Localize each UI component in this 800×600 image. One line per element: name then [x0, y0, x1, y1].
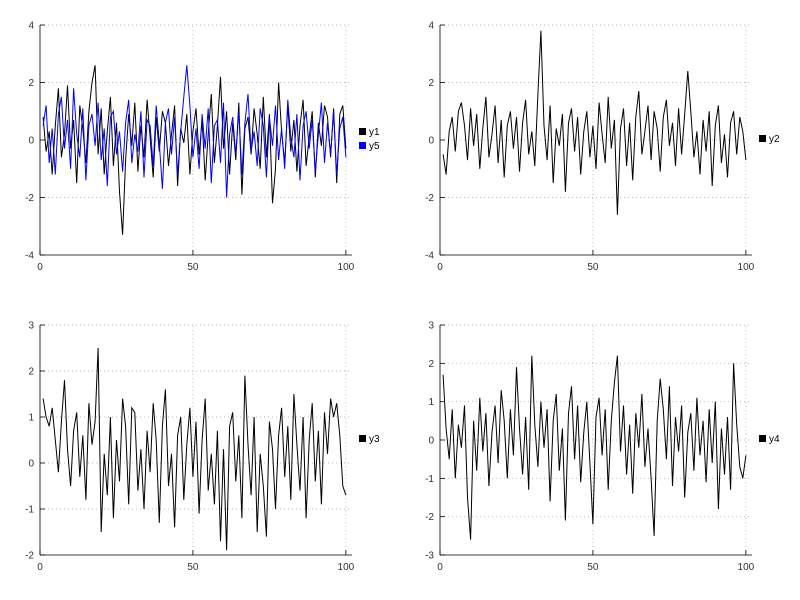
legend-label-y3: y3 — [369, 434, 380, 445]
series-line-y5 — [42, 65, 347, 198]
chart-y3: -2 -1 0 1 2 3 0 50 100 y3 — [25, 321, 380, 574]
x-tick-label: 50 — [187, 262, 199, 273]
legend-swatch-y5 — [359, 142, 366, 149]
legend-label-y2: y2 — [769, 134, 780, 145]
y-tick-label: 3 — [428, 321, 434, 332]
y-tick-label: -3 — [425, 551, 434, 562]
x-tick-label: 0 — [37, 262, 43, 273]
y-tick-label: 2 — [428, 359, 434, 370]
series-line-y1 — [42, 65, 347, 235]
legend-swatch-y3 — [359, 435, 366, 442]
y-tick-label: 2 — [28, 78, 34, 89]
y-tick-label: 0 — [428, 136, 434, 147]
y-tick-label: 2 — [28, 367, 34, 378]
legend-label-y5: y5 — [369, 141, 380, 152]
x-tick-label: 0 — [37, 562, 43, 573]
y-tick-label: -2 — [425, 512, 434, 523]
y-tick-label: 4 — [28, 21, 34, 32]
x-tick-label: 50 — [587, 262, 599, 273]
chart-y2: -4 -2 0 2 4 0 50 100 y2 — [425, 21, 780, 274]
y-tick-label: -1 — [25, 505, 34, 516]
x-tick-label: 100 — [738, 262, 755, 273]
y-tick-label: -2 — [25, 193, 34, 204]
legend-swatch-y4 — [759, 435, 766, 442]
series-line-y2 — [442, 30, 747, 215]
y-tick-label: 0 — [28, 136, 34, 147]
x-tick-label: 0 — [437, 562, 443, 573]
plot-cell-y4: -3 -2 -1 0 1 2 3 0 50 100 y4 — [400, 300, 800, 600]
legend-swatch-y2 — [759, 135, 766, 142]
y-tick-label: -1 — [425, 474, 434, 485]
series-line-y4 — [442, 355, 747, 540]
x-tick-label: 50 — [587, 562, 599, 573]
x-tick-label: 100 — [738, 562, 755, 573]
x-tick-label: 100 — [338, 562, 355, 573]
x-tick-label: 0 — [437, 262, 443, 273]
chart-y4: -3 -2 -1 0 1 2 3 0 50 100 y4 — [425, 321, 780, 574]
y-tick-label: -4 — [425, 251, 434, 262]
series-line-y3 — [42, 347, 347, 551]
legend-swatch-y1 — [359, 128, 366, 135]
y-tick-label: 3 — [28, 321, 34, 332]
chart-y1-y5: -4 -2 0 2 4 0 50 100 y1 y5 — [25, 21, 380, 274]
y-tick-label: 0 — [428, 436, 434, 447]
y-tick-label: -4 — [25, 251, 34, 262]
y-tick-label: -2 — [425, 193, 434, 204]
y-tick-label: -2 — [25, 551, 34, 562]
plot-cell-y1-y5: -4 -2 0 2 4 0 50 100 y1 y5 — [0, 0, 400, 300]
y-tick-label: 1 — [28, 413, 34, 424]
legend-label-y4: y4 — [769, 434, 780, 445]
y-tick-label: 1 — [428, 397, 434, 408]
plot-cell-y3: -2 -1 0 1 2 3 0 50 100 y3 — [0, 300, 400, 600]
plot-cell-y2: -4 -2 0 2 4 0 50 100 y2 — [400, 0, 800, 300]
y-tick-label: 0 — [28, 459, 34, 470]
x-tick-label: 100 — [338, 262, 355, 273]
y-tick-label: 4 — [428, 21, 434, 32]
legend-label-y1: y1 — [369, 127, 380, 138]
y-tick-label: 2 — [428, 78, 434, 89]
x-tick-label: 50 — [187, 562, 199, 573]
